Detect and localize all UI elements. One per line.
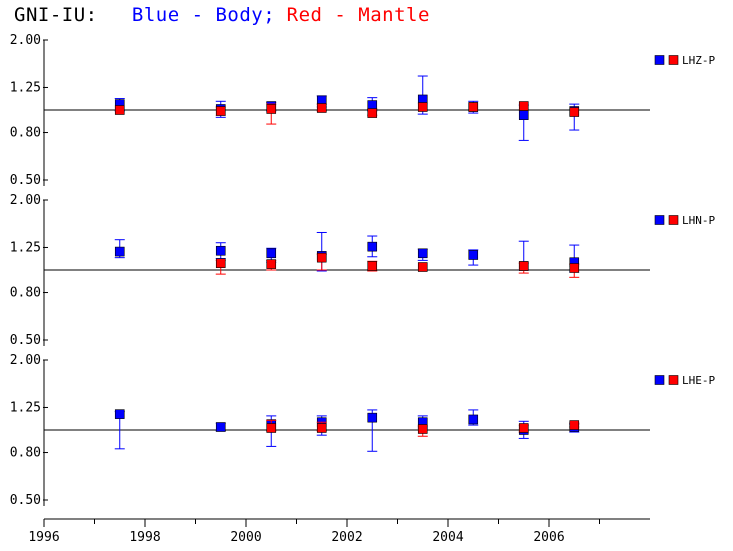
y-tick-label: 0.80 [10,126,41,141]
data-point [468,102,479,112]
legend-body-marker [654,375,665,385]
y-tick-label: 2.00 [10,193,41,208]
legend-body-marker [654,55,665,65]
legend-mantle-marker [668,215,679,225]
y-tick-label: 1.25 [10,240,41,255]
data-point [215,245,226,256]
series-mantle [266,419,580,437]
series-mantle [215,252,580,278]
y-tick-label: 0.50 [10,493,41,508]
data-point [114,105,125,115]
panel-lhn-p: 0.50 0.80 1.25 2.00 LHN-P [10,193,716,348]
x-tick-label: 2006 [533,530,564,545]
data-point [518,101,529,111]
data-point [569,263,580,273]
x-tick-label: 2004 [432,530,463,545]
data-point [114,409,125,419]
data-point [417,424,428,434]
panel-lhe-p: 0.50 0.80 1.25 2.00 LHE-P [10,353,716,508]
legend-body-marker [654,215,665,225]
series-body [114,75,580,141]
series-mantle [114,101,580,125]
x-tick-label: 1998 [129,530,160,545]
x-tick-label: 2002 [331,530,362,545]
data-point [215,422,226,432]
data-point [367,100,378,110]
x-tick-label: 1996 [28,530,59,545]
data-point [114,246,125,257]
data-point [569,420,580,430]
data-point [569,107,580,117]
legend-mantle-marker [668,55,679,65]
y-tick-label: 2.00 [10,353,41,368]
legend-mantle-marker [668,375,679,385]
data-point [316,423,327,433]
title-red-label: Red - Mantle [286,4,430,26]
data-point [316,252,327,263]
data-point [367,241,378,252]
data-point [518,423,529,433]
data-point [266,423,277,433]
data-point [316,103,327,113]
series-body [114,231,580,273]
data-point [468,414,479,425]
data-point [417,102,428,112]
y-tick-label: 1.25 [10,400,41,415]
y-tick-label: 0.50 [10,333,41,348]
data-point [417,262,428,272]
data-point [518,261,529,271]
x-tick-label: 2000 [230,530,261,545]
legend-channel-label: LHZ-P [682,54,715,67]
data-point [215,258,226,268]
data-point [367,412,378,423]
legend-channel-label: LHE-P [682,374,715,387]
y-tick-label: 2.00 [10,33,41,48]
x-axis: 1996 1998 2000 2002 2004 2006 [28,518,650,545]
data-point [266,248,277,259]
y-tick-label: 0.50 [10,173,41,188]
data-point [215,106,226,116]
panel-lhz-p: 0.50 0.80 1.25 2.00 LHZ-P [10,33,716,188]
y-tick-label: 0.80 [10,446,41,461]
data-point [518,110,529,120]
legend-channel-label: LHN-P [682,214,715,227]
data-point [266,259,277,269]
chart-title: GNI-IU: Blue - Body; Red - Mantle [14,4,430,26]
data-point [417,248,428,259]
title-station: GNI-IU: [14,4,98,26]
data-point [266,104,277,114]
title-blue-label: Blue - Body; [131,4,276,26]
chart-panels: 0.50 0.80 1.25 2.00 LHZ-P 0.50 0.80 1.25 2.00 LHN… [10,33,716,508]
y-tick-label: 1.25 [10,80,41,95]
y-tick-label: 0.80 [10,286,41,301]
data-point [468,250,479,260]
data-point [367,261,378,271]
data-point [367,108,378,118]
